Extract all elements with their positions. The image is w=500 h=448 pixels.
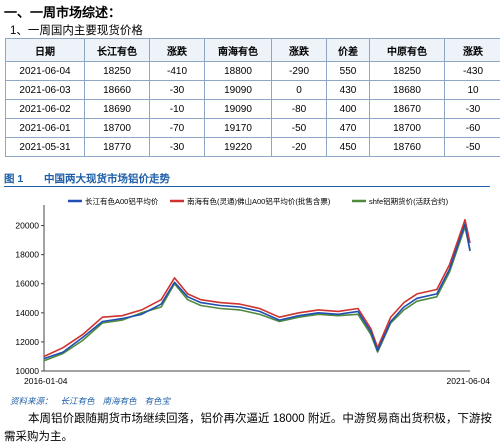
summary-paragraph: 本周铝价跟随期货市场继续回落，铝价再次逼近 18000 附近。中游贸易商出货积极… [4, 413, 492, 443]
table-heading: 1、一周国内主要现货价格 [10, 25, 143, 37]
table-cell: 18700 [84, 118, 150, 138]
figure-caption: 中国两大现货市场铝价走势 [44, 173, 170, 185]
table-cell: 18800 [204, 61, 272, 81]
series-line [43, 223, 471, 360]
table-cell: 550 [326, 61, 370, 81]
table-cell: 18680 [369, 80, 445, 100]
table-cell: -410 [149, 61, 205, 81]
table-cell: 2021-06-01 [5, 118, 85, 138]
table-cell: 19170 [204, 118, 272, 138]
table-cell: -290 [271, 61, 327, 81]
figure-divider [4, 186, 490, 187]
table-cell: 19090 [204, 99, 272, 119]
table-cell: 2021-06-04 [5, 61, 85, 81]
table-cell: -30 [149, 80, 205, 100]
table-cell: 18770 [84, 137, 150, 157]
table-cell: 430 [326, 80, 370, 100]
column-header-zhongyuan: 中原有色 [369, 38, 445, 62]
series-line [43, 226, 471, 362]
table-row: 2021-06-02 18690 -10 19090 -80 400 18670… [5, 99, 500, 119]
column-header-change: 涨跌 [271, 38, 327, 62]
y-tick-label: 18000 [15, 250, 39, 260]
table-cell: -30 [149, 137, 205, 157]
y-tick-label: 10000 [15, 366, 39, 376]
column-header-change: 涨跌 [444, 38, 500, 62]
table-row: 2021-06-04 18250 -410 18800 -290 550 182… [5, 61, 500, 81]
table-cell: 19220 [204, 137, 272, 157]
table-cell: -50 [444, 137, 500, 157]
table-cell: 18660 [84, 80, 150, 100]
table-cell: -430 [444, 61, 500, 81]
table-cell: 18250 [84, 61, 150, 81]
column-header-change: 涨跌 [149, 38, 205, 62]
table-row: 2021-05-31 18770 -30 19220 -20 450 18760… [5, 137, 500, 157]
table-row: 2021-06-01 18700 -70 19170 -50 470 18700… [5, 118, 500, 138]
x-tick-label: 2021-06-04 [447, 376, 491, 386]
y-tick-label: 14000 [15, 308, 39, 318]
table-cell: 10 [444, 80, 500, 100]
y-tick-label: 16000 [15, 279, 39, 289]
column-header-nanhai: 南海有色 [204, 38, 272, 62]
x-tick-label: 2016-01-04 [24, 376, 68, 386]
column-header-date: 日期 [5, 38, 85, 62]
table-cell: 18670 [369, 99, 445, 119]
table-cell: -80 [271, 99, 327, 119]
table-cell: 2021-05-31 [5, 137, 85, 157]
table-cell: 18760 [369, 137, 445, 157]
table-cell: 450 [326, 137, 370, 157]
table-cell: -20 [271, 137, 327, 157]
table-cell: 400 [326, 99, 370, 119]
legend-label: 南海有色(灵通)佛山A00铝平均价(批售含票) [187, 196, 331, 206]
table-cell: 18690 [84, 99, 150, 119]
table-cell: 2021-06-03 [5, 80, 85, 100]
source-note: 资料来源： 长江有色 南海有色 有色宝 [10, 395, 178, 407]
y-tick-label: 20000 [15, 221, 39, 231]
table-cell: -60 [444, 118, 500, 138]
source-item: 有色宝 [144, 396, 171, 406]
figure-title: 图 1 中国两大现货市场铝价走势 [4, 171, 170, 186]
table-cell: 470 [326, 118, 370, 138]
table-cell: 18700 [369, 118, 445, 138]
table-cell: -10 [149, 99, 205, 119]
column-header-changjiang: 长江有色 [84, 38, 150, 62]
table-cell: 18250 [369, 61, 445, 81]
series-line [43, 218, 471, 358]
section-heading: 一、一周市场综述： [4, 5, 122, 20]
price-table-header-row: 日期 长江有色 涨跌 南海有色 涨跌 价差 中原有色 涨跌 [5, 38, 500, 62]
table-row: 2021-06-03 18660 -30 19090 0 430 18680 1… [5, 80, 500, 100]
table-cell: -30 [444, 99, 500, 119]
legend-label: shfe铝期货价(活跃合约) [369, 196, 449, 206]
table-cell: -70 [149, 118, 205, 138]
source-item: 南海有色 [102, 396, 137, 406]
legend-label: 长江有色A00铝平均价 [85, 196, 159, 206]
figure-number: 图 1 [4, 173, 24, 185]
table-cell: 0 [271, 80, 327, 100]
column-header-spread: 价差 [326, 38, 370, 62]
table-cell: -50 [271, 118, 327, 138]
aluminum-price-chart: 10000 12000 14000 16000 18000 20000 2016-01-04… [15, 196, 491, 386]
y-tick-label: 12000 [15, 337, 39, 347]
table-cell: 2021-06-02 [5, 99, 85, 119]
source-label: 资料来源： [10, 396, 53, 406]
table-cell: 19090 [204, 80, 272, 100]
source-item: 长江有色 [60, 396, 95, 406]
price-table: 日期 长江有色 涨跌 南海有色 涨跌 价差 中原有色 涨跌 2021-06-04… [5, 38, 500, 157]
